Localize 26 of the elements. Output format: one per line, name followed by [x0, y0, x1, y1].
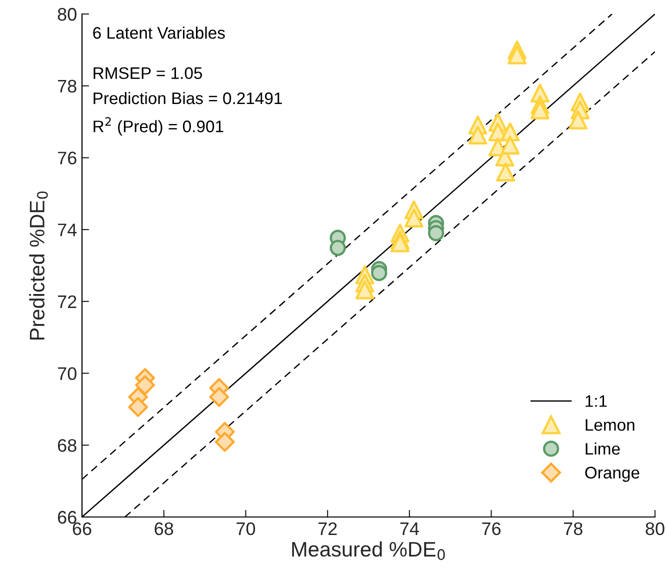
x-tick-label: 80 [646, 522, 664, 536]
x-tick-label: 66 [72, 522, 92, 536]
y-axis-title: Predicted %DE$_{0}$ [29, 191, 48, 340]
annotation: 6 Latent Variables [93, 26, 225, 39]
y-tick-label: 72 [58, 295, 76, 308]
x-tick-label: 76 [482, 522, 501, 536]
x-tick-label: 78 [564, 522, 582, 536]
legend-label: Lemon [586, 419, 634, 431]
legend-label: Orange [585, 466, 640, 482]
legend-label: Lime [586, 442, 620, 455]
x-tick-label: 68 [154, 522, 174, 536]
x-axis-title: Measured %DE$_{0}$ [292, 541, 445, 560]
annotation: Prediction Bias = 0.21491 [94, 92, 282, 104]
x-tick-label: 72 [318, 522, 337, 535]
y-tick-label: 74 [58, 224, 77, 236]
y-tick-label: 70 [58, 367, 76, 380]
legend-label: 1:1 [586, 395, 607, 407]
x-tick-label: 74 [400, 522, 419, 535]
y-tick-label: 80 [58, 8, 76, 21]
annotation: R$^{2}$ (Pred) = 0.901 [94, 117, 224, 136]
y-tick-label: 66 [58, 510, 76, 524]
annotation: RMSEP = 1.05 [94, 67, 202, 80]
y-tick-label: 78 [58, 80, 76, 93]
y-tick-label: 76 [58, 152, 76, 164]
y-tick-label: 68 [58, 439, 76, 452]
x-tick-label: 70 [236, 522, 256, 536]
